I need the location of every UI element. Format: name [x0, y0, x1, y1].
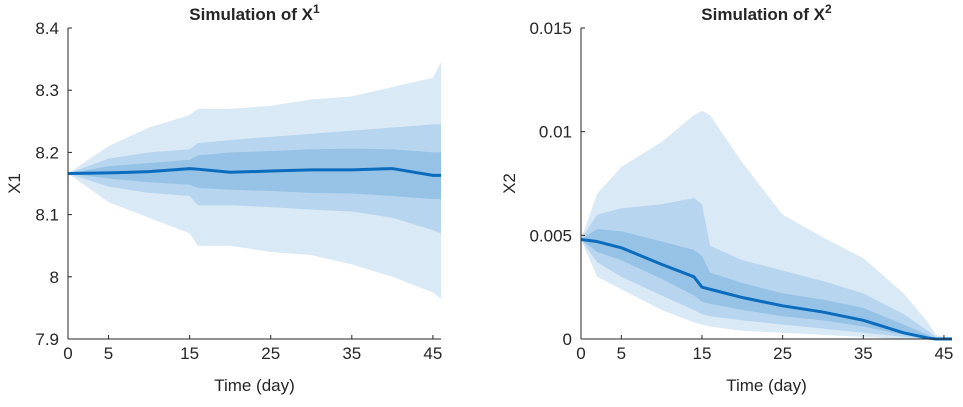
- x-tick-label: 35: [854, 344, 873, 363]
- x-tick-label: 15: [180, 344, 199, 363]
- x-axis-label: Time (day): [214, 376, 295, 395]
- y-tick-label: 0.015: [529, 19, 572, 38]
- x-tick-label: 45: [423, 344, 442, 363]
- y-tick-label: 8.1: [35, 206, 59, 225]
- median-line: [580, 237, 952, 341]
- y-tick-label: 8: [50, 268, 59, 287]
- x-tick-label: 5: [104, 344, 113, 363]
- panel-2: 0 5 15 25 35 45 0 0.005 0.01 0.015 Simulation of X…: [500, 2, 953, 395]
- x-tick-label: 0: [576, 344, 585, 363]
- chart-title: Simulation of X1: [189, 2, 320, 24]
- y-axis-label: X2: [500, 173, 519, 194]
- band-inner: [68, 148, 441, 200]
- x-tick-label: 15: [693, 344, 712, 363]
- x-axis-label: Time (day): [726, 376, 807, 395]
- x-tick-label: 5: [617, 344, 626, 363]
- x-tick-label: 35: [342, 344, 361, 363]
- band-inner: [581, 229, 952, 339]
- chart-title: Simulation of X2: [701, 2, 832, 24]
- band-middle: [581, 198, 952, 339]
- y-tick-label: 7.9: [35, 330, 59, 349]
- y-tick-label: 0.01: [539, 123, 572, 142]
- y-tick-label: 8.2: [35, 143, 59, 162]
- x-tick-label: 25: [773, 344, 792, 363]
- x-tick-label: 25: [261, 344, 280, 363]
- panel-1: 0 5 15 25 35 45 7.9 8 8.1 8.2 8.3 8.4 Simulation of …: [5, 2, 442, 395]
- y-tick-label: 8.4: [35, 19, 59, 38]
- x-tick-label: 0: [63, 344, 72, 363]
- y-tick-label: 0.005: [529, 226, 572, 245]
- y-tick-label: 0: [563, 330, 572, 349]
- y-axis-label: X1: [5, 173, 24, 194]
- median-line: [67, 167, 441, 177]
- y-tick-label: 8.3: [35, 81, 59, 100]
- x-tick-label: 45: [934, 344, 953, 363]
